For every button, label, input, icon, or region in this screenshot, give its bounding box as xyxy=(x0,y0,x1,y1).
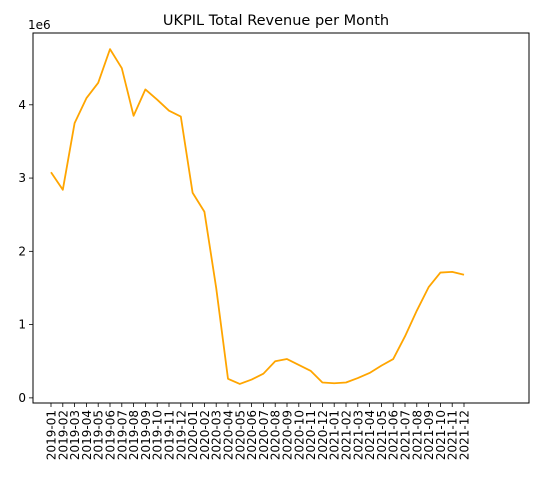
chart-title: UKPIL Total Revenue per Month xyxy=(163,13,389,29)
y-tick-label: 4 xyxy=(18,98,26,112)
x-tick-label: 2021-06 xyxy=(387,410,401,460)
y-tick-label: 3 xyxy=(18,171,26,185)
series-points xyxy=(50,49,465,384)
x-tick-label: 2019-09 xyxy=(139,410,153,460)
x-tick-label: 2020-08 xyxy=(269,410,283,460)
x-tick-label: 2019-05 xyxy=(92,410,106,460)
x-tick-label: 2021-09 xyxy=(422,410,436,460)
x-tick-label: 2020-09 xyxy=(281,410,295,460)
x-tick-label: 2021-01 xyxy=(328,410,342,460)
x-tick-label: 2020-06 xyxy=(245,410,259,460)
x-tick-label: 2020-07 xyxy=(257,410,271,460)
x-tick-label: 2020-01 xyxy=(186,410,200,460)
x-tick-label: 2019-06 xyxy=(104,410,118,460)
x-tick-label: 2021-03 xyxy=(351,410,365,460)
y-axis-offset-text: 1e6 xyxy=(28,18,51,32)
x-tick-label: 2021-11 xyxy=(446,410,460,460)
x-tick-label: 2020-02 xyxy=(198,410,212,460)
x-tick-label: 2019-08 xyxy=(127,410,141,460)
y-tick-label: 0 xyxy=(18,391,26,405)
x-tick-label: 2021-12 xyxy=(458,410,472,460)
x-tick-label: 2019-11 xyxy=(163,410,177,460)
x-tick-label: 2019-03 xyxy=(68,410,82,460)
x-tick-label: 2020-10 xyxy=(292,410,306,460)
x-tick-label: 2021-04 xyxy=(363,410,377,460)
x-tick-label: 2020-12 xyxy=(316,410,330,460)
x-tick-label: 2021-07 xyxy=(399,410,413,460)
x-tick-label: 2021-10 xyxy=(434,410,448,460)
y-tick-label: 1 xyxy=(18,318,26,332)
x-tick-label: 2021-05 xyxy=(375,410,389,460)
x-tick-label: 2021-08 xyxy=(410,410,424,460)
x-tick-label: 2020-04 xyxy=(222,410,236,460)
x-tick-label: 2019-01 xyxy=(45,410,59,460)
plot-area-frame xyxy=(32,32,530,404)
x-axis: 2019-012019-022019-032019-042019-052019-… xyxy=(45,403,472,460)
x-tick-label: 2019-07 xyxy=(115,410,129,460)
x-tick-label: 2019-02 xyxy=(56,410,70,460)
x-tick-label: 2019-12 xyxy=(174,410,188,460)
x-tick-label: 2020-11 xyxy=(304,410,318,460)
y-tick-label: 2 xyxy=(18,244,26,258)
x-tick-label: 2019-04 xyxy=(80,410,94,460)
x-tick-label: 2019-10 xyxy=(151,410,165,460)
x-tick-label: 2021-02 xyxy=(340,410,354,460)
x-tick-label: 2020-03 xyxy=(210,410,224,460)
x-tick-label: 2020-05 xyxy=(233,410,247,460)
revenue-series-line xyxy=(50,48,465,385)
y-axis: 0 1 2 3 4 xyxy=(18,98,33,405)
